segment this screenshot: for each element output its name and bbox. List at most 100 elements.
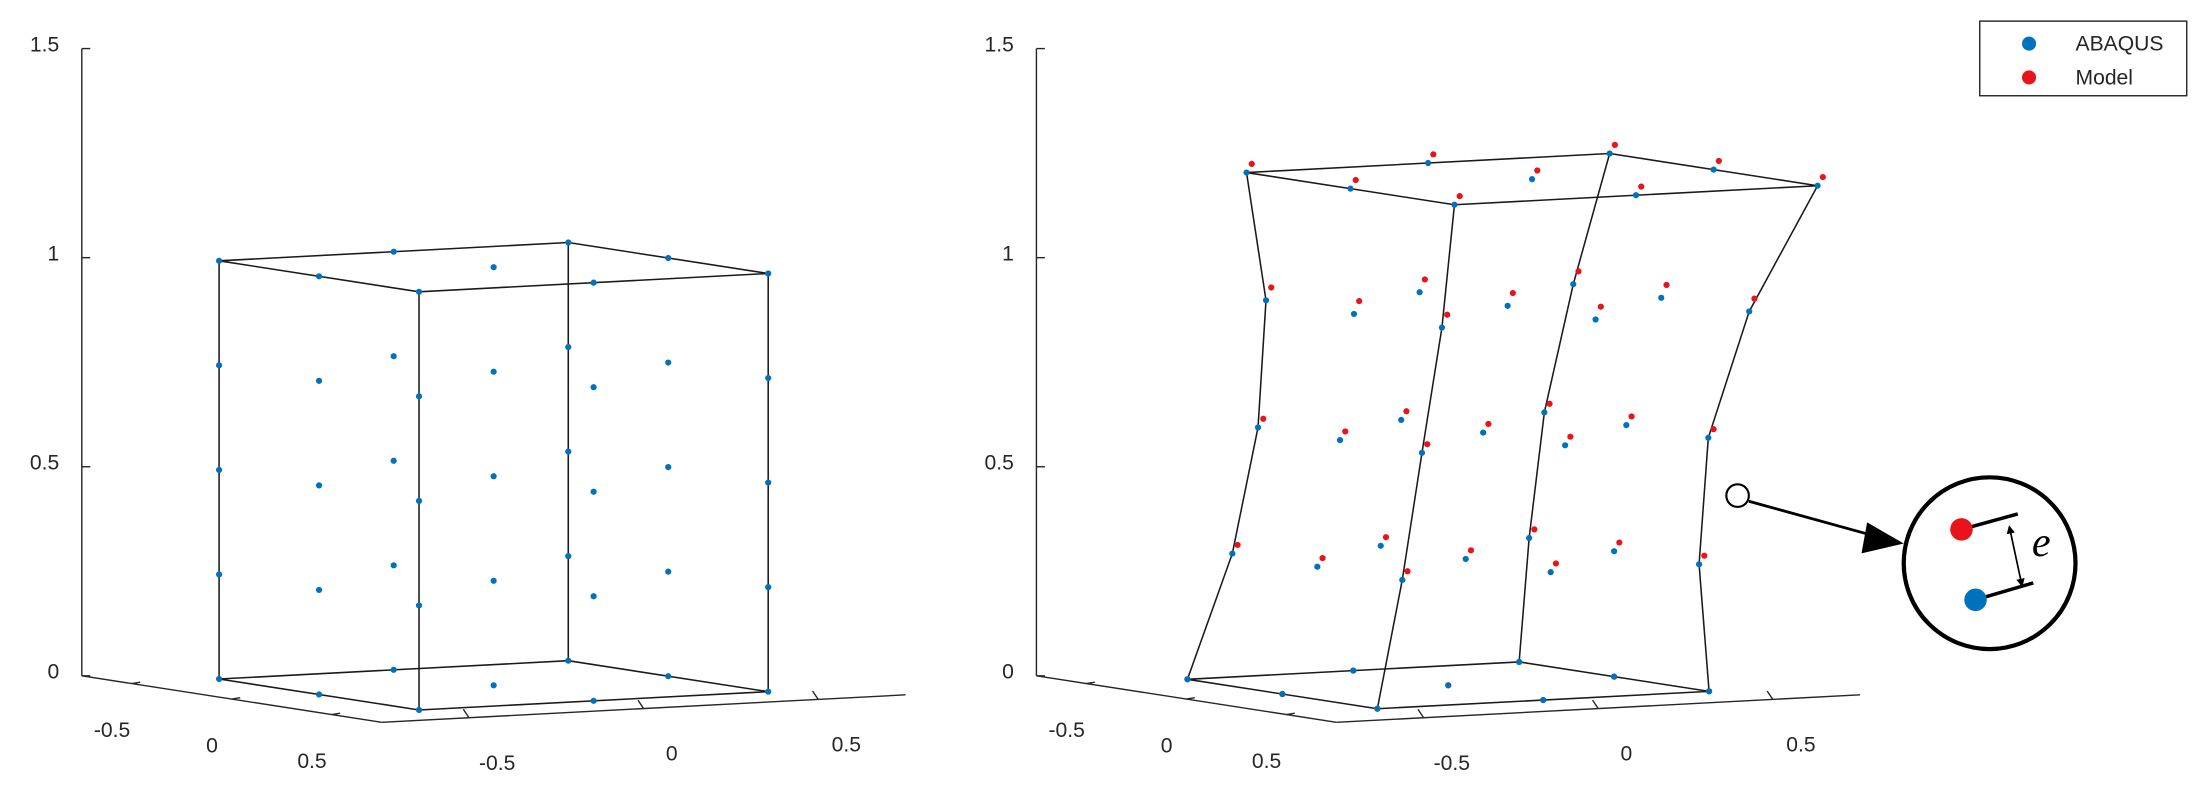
data-point <box>315 273 323 280</box>
data-point <box>315 482 323 489</box>
data-point <box>1356 298 1363 305</box>
z-tick-label: 1 <box>48 242 60 265</box>
data-point <box>1575 268 1582 275</box>
data-point <box>1606 150 1613 157</box>
data-point <box>590 488 597 495</box>
data-point <box>1562 442 1569 449</box>
data-point <box>1705 434 1712 441</box>
data-point <box>1248 160 1255 168</box>
legend-marker <box>2021 70 2037 85</box>
data-point <box>1262 297 1270 304</box>
data-point <box>1611 673 1618 680</box>
z-tick-label: 0.5 <box>985 452 1014 475</box>
data-point <box>415 393 423 400</box>
legend: ABAQUS Model <box>1979 20 2188 97</box>
data-point <box>1243 169 1250 176</box>
data-point <box>765 270 772 277</box>
data-point <box>590 384 597 391</box>
y-tick-label: 0 <box>1161 735 1173 758</box>
data-point <box>390 457 397 464</box>
data-point <box>1597 303 1604 310</box>
data-point <box>1421 276 1428 283</box>
data-point <box>765 688 772 695</box>
data-point <box>1509 289 1516 297</box>
data-point <box>415 706 423 714</box>
z-tick-label: 0 <box>1002 661 1014 684</box>
y-tick <box>1186 696 1195 700</box>
x-tick-label: 0.5 <box>832 733 861 756</box>
x-tick-label: 0 <box>666 743 678 766</box>
data-point <box>1456 193 1463 200</box>
data-point <box>1438 324 1446 331</box>
data-point <box>1462 555 1469 563</box>
legend-marker <box>2021 36 2037 51</box>
data-point <box>765 374 772 382</box>
data-point <box>315 377 323 384</box>
focus-circle <box>1725 483 1750 508</box>
error-label: e <box>2032 519 2051 566</box>
data-point <box>1616 539 1623 546</box>
data-point <box>490 577 497 584</box>
data-point <box>490 368 497 375</box>
data-point <box>1377 542 1384 549</box>
distance-arrow <box>2006 525 2025 588</box>
data-point <box>1342 428 1349 435</box>
data-point <box>1567 433 1574 440</box>
zoom-circle <box>1901 475 2078 652</box>
z-tick-label: 1.5 <box>30 33 59 56</box>
y-tick <box>1286 712 1295 716</box>
data-point <box>215 466 223 474</box>
data-point <box>565 553 572 560</box>
data-point <box>1663 281 1670 289</box>
data-point <box>665 254 672 262</box>
data-point <box>390 666 397 673</box>
data-point <box>1399 576 1406 584</box>
data-point <box>1541 409 1548 416</box>
data-point <box>1352 176 1359 184</box>
data-point <box>1418 449 1426 456</box>
data-point <box>1430 151 1437 158</box>
data-point <box>565 448 572 455</box>
data-point <box>215 257 223 264</box>
y-axis <box>81 675 382 723</box>
data-point <box>1260 415 1267 422</box>
data-point <box>1350 310 1358 318</box>
data-point <box>1279 690 1286 698</box>
data-point <box>1611 141 1618 148</box>
data-point <box>1445 682 1452 689</box>
data-point <box>1485 420 1492 428</box>
x-tick-label: 0.5 <box>1786 733 1815 756</box>
data-point <box>315 586 323 594</box>
data-point <box>1623 421 1630 429</box>
y-tick-label: -0.5 <box>1049 719 1085 742</box>
data-point <box>1701 552 1708 559</box>
y-tick-label: -0.5 <box>94 719 130 742</box>
box-edge <box>1698 185 1819 692</box>
data-point <box>415 288 423 295</box>
box-edge <box>1186 172 1267 680</box>
data-point <box>665 568 672 575</box>
x-tick <box>1591 699 1599 709</box>
data-point <box>215 362 223 369</box>
data-point <box>765 584 772 591</box>
data-point <box>1534 167 1541 174</box>
abaqus-dot <box>1964 588 1987 612</box>
data-point <box>1404 568 1411 575</box>
data-point <box>590 593 597 600</box>
x-tick <box>637 699 645 709</box>
z-tick-label: 0.5 <box>30 452 59 475</box>
data-point <box>1319 555 1326 562</box>
x-tick-label: -0.5 <box>1434 752 1470 775</box>
data-point <box>1611 548 1618 555</box>
data-point <box>1546 400 1553 407</box>
data-point <box>390 248 397 255</box>
data-point <box>565 343 572 351</box>
data-point <box>765 479 772 486</box>
data-point <box>665 463 672 471</box>
data-point <box>1398 416 1405 423</box>
y-tick-label: 0.5 <box>1252 750 1281 773</box>
data-point <box>565 239 572 246</box>
inset-callout: e <box>1725 475 2078 652</box>
